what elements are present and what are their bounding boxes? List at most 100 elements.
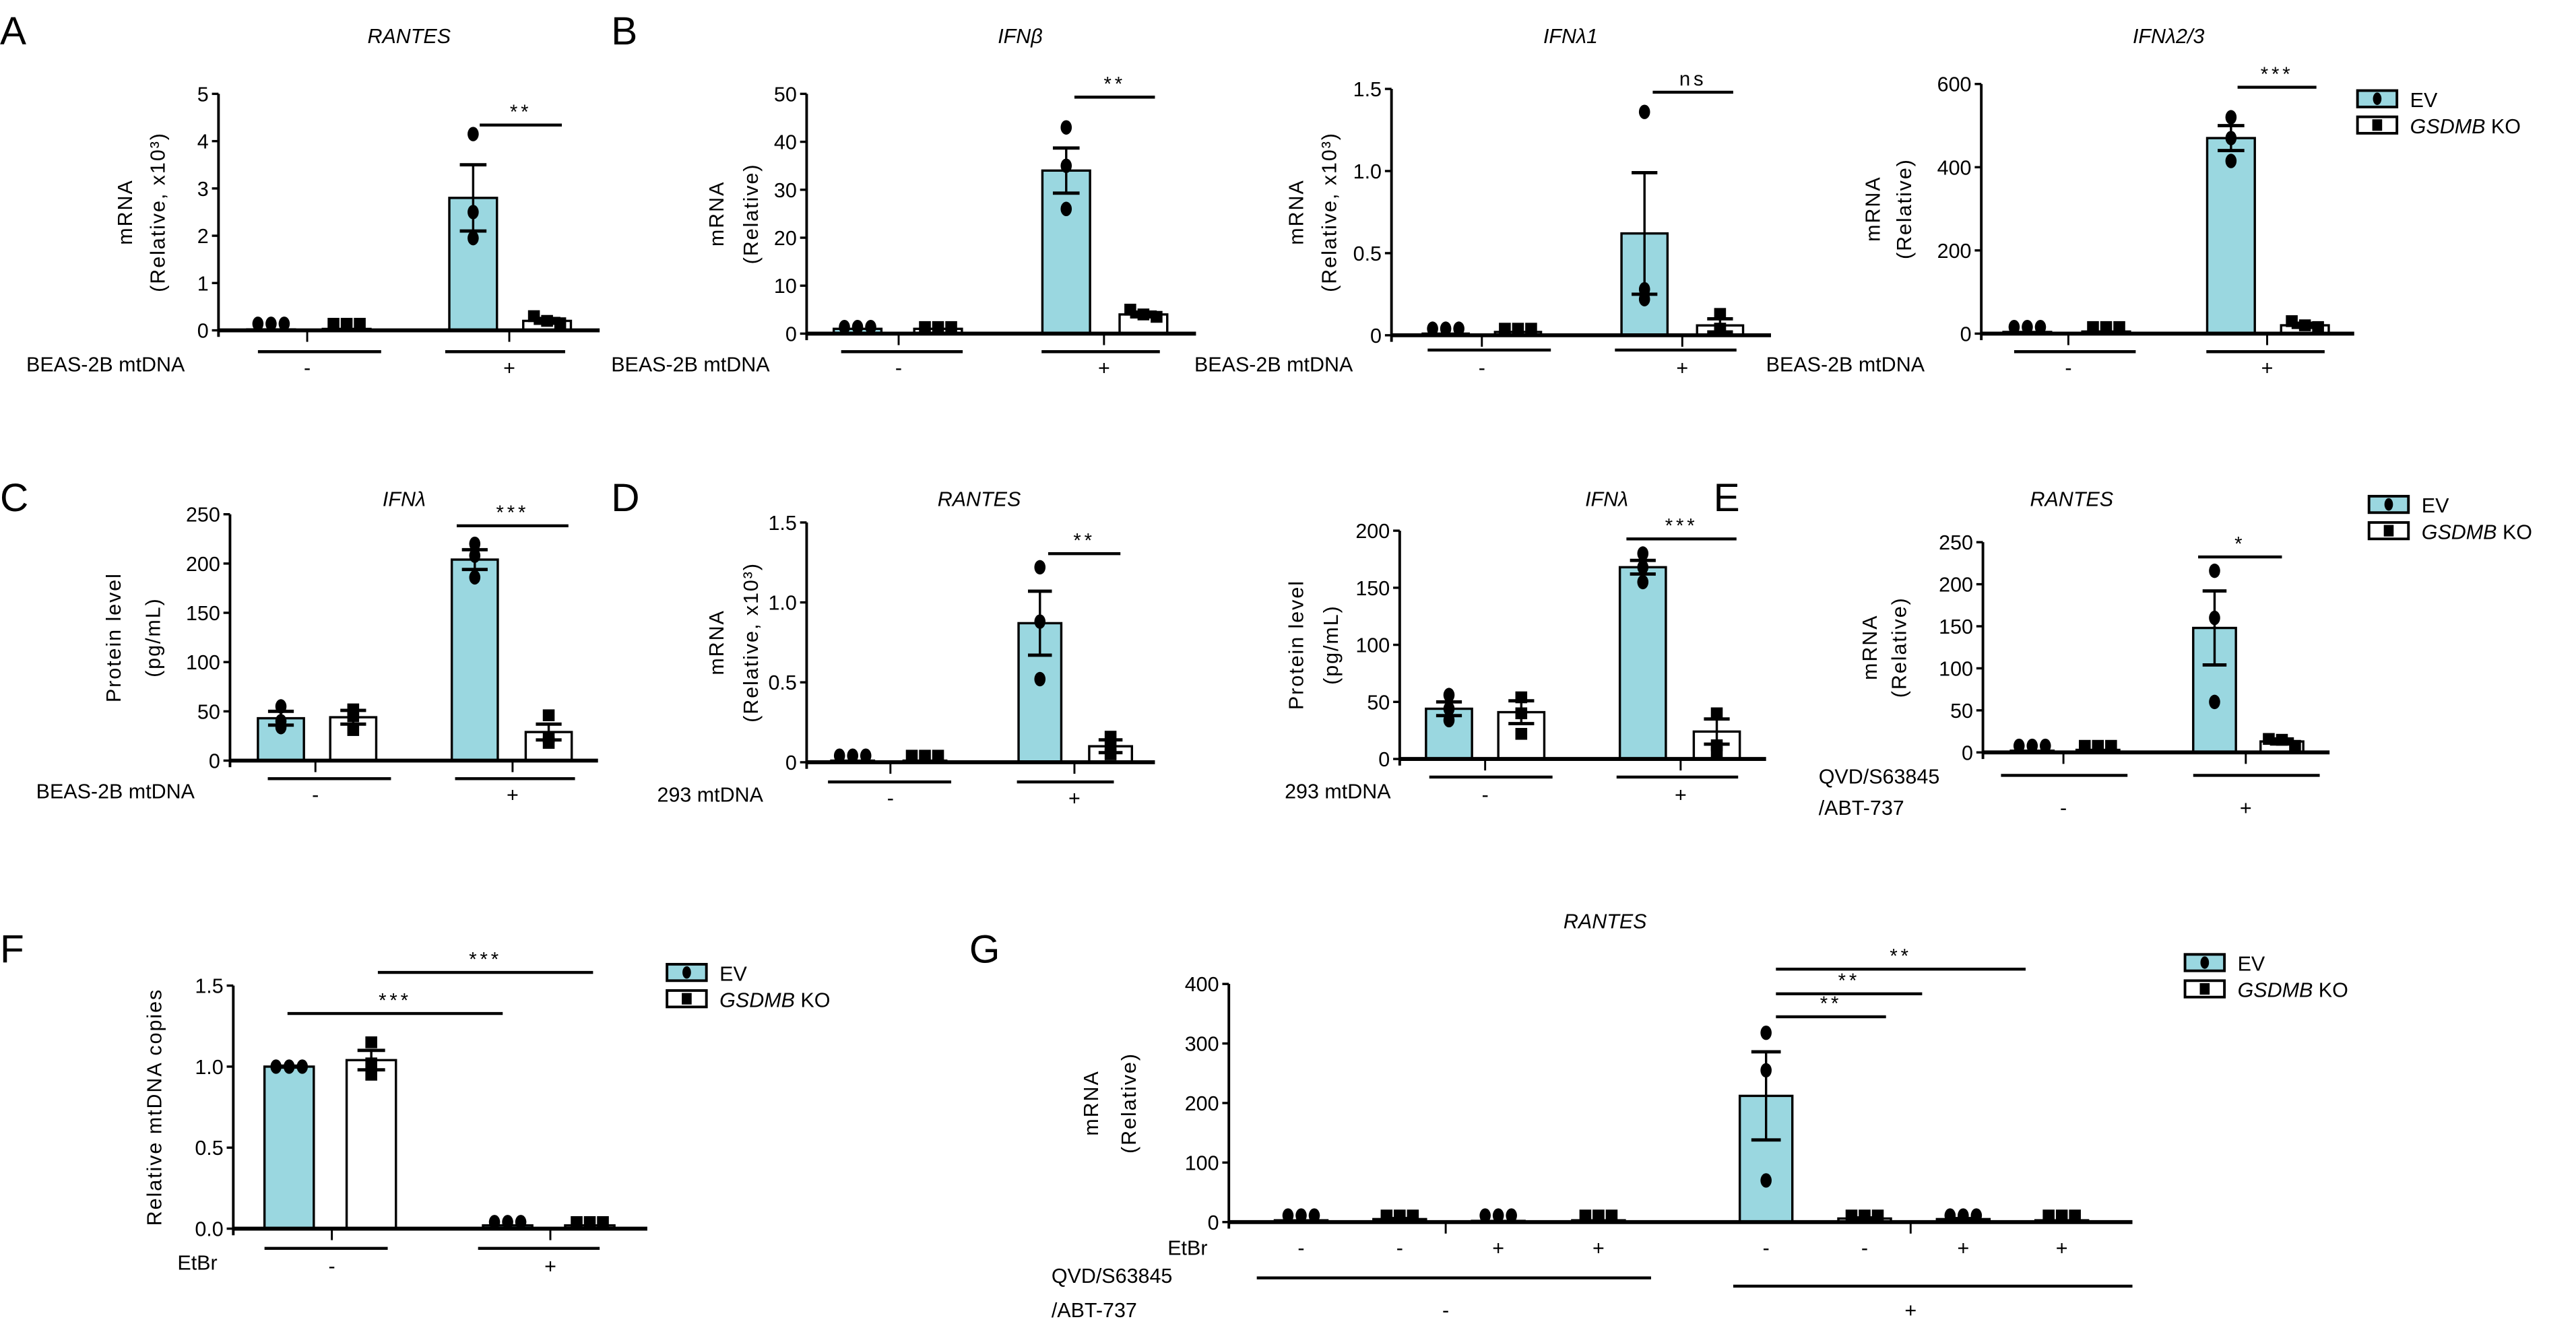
data-point-square <box>2276 733 2288 746</box>
y-tick-label: 300 <box>1185 1033 1219 1056</box>
y-tick-label: 0 <box>785 323 797 345</box>
data-point-circle <box>275 699 287 714</box>
data-point-square <box>597 1216 609 1228</box>
significance-label: *** <box>2261 64 2294 86</box>
data-point-circle <box>469 548 481 563</box>
circle-marker-icon <box>682 966 691 979</box>
condition-value: - <box>1861 1237 1868 1260</box>
y-tick-label: 150 <box>186 602 220 625</box>
y-tick-label: 200 <box>1355 520 1390 543</box>
condition-value: - <box>1482 783 1489 806</box>
data-point-square <box>1714 308 1727 320</box>
y-tick-label: 100 <box>1355 634 1390 657</box>
y-tick-label: 0.5 <box>1353 242 1382 265</box>
condition-label: 293 mtDNA <box>1285 780 1391 803</box>
data-point-circle <box>1034 614 1046 629</box>
data-point-square <box>2055 1209 2068 1222</box>
data-point-square <box>1845 1209 1858 1222</box>
data-point-square <box>365 1036 377 1048</box>
significance-label: ** <box>1103 73 1126 95</box>
condition-label: BEAS-2B mtDNA <box>26 354 185 376</box>
data-point-circle <box>1492 1208 1504 1223</box>
y-tick-label: 600 <box>1937 73 1972 96</box>
y-axis-label: mRNA <box>705 181 728 247</box>
data-point-circle <box>488 1215 501 1230</box>
data-point-square <box>2105 739 2117 752</box>
significance-label: ** <box>1073 530 1095 552</box>
data-point-circle <box>1453 321 1464 336</box>
data-point-circle <box>2008 319 2020 335</box>
y-tick-label: 100 <box>1185 1152 1219 1174</box>
square-marker-icon <box>682 993 692 1005</box>
condition-value: - <box>1479 356 1485 379</box>
data-point-square <box>932 749 944 762</box>
condition-label: BEAS-2B mtDNA <box>1194 354 1353 376</box>
data-point-square <box>2298 319 2311 331</box>
y-axis-label: (Relative) <box>1893 158 1916 259</box>
condition-value: - <box>1297 1237 1304 1260</box>
data-point-square <box>571 1216 583 1228</box>
data-point-circle <box>1443 712 1455 728</box>
condition-value: + <box>2261 356 2274 379</box>
data-point-square <box>1525 323 1537 335</box>
legend-label: GSDMB KO <box>2422 521 2532 543</box>
data-point-square <box>1151 310 1163 323</box>
data-point-circle <box>1970 1208 1983 1223</box>
condition-row-label: EtBr <box>1167 1237 1207 1260</box>
y-axis-label: mRNA <box>1862 176 1885 242</box>
legend-label-gene: GSDMB <box>2238 979 2313 1002</box>
chart-title: IFNλ <box>1585 488 1628 511</box>
panel-label-G: G <box>969 927 1000 971</box>
legend-label: EV <box>719 962 747 985</box>
condition-value: - <box>304 356 311 379</box>
y-tick-label: 0 <box>197 320 209 343</box>
chart-C-ifn: IFNλ Protein level (pg/mL) 0 50 100 150 200 250 *… <box>36 488 598 806</box>
data-point-square <box>542 709 555 721</box>
data-point-square <box>2113 321 2125 333</box>
condition-value: + <box>1904 1299 1917 1322</box>
legend-label-gene: GSDMB <box>719 989 795 1011</box>
data-point-square <box>1579 1209 1592 1222</box>
condition-label: /ABT-737 <box>1052 1299 1137 1322</box>
y-tick-label: 100 <box>1939 657 1973 680</box>
panel-label-C: C <box>0 476 28 520</box>
panel-label-F: F <box>0 927 24 971</box>
y-tick-label: 400 <box>1185 973 1219 996</box>
y-tick-label: 250 <box>1939 531 1973 554</box>
y-axis-label: Relative mtDNA copies <box>143 989 166 1226</box>
y-tick-label: 1 <box>197 272 209 295</box>
circle-marker-icon <box>2200 956 2210 969</box>
data-point-square <box>1104 731 1117 743</box>
y-axis-label: (Relative) <box>740 163 763 264</box>
data-point-square <box>527 310 540 323</box>
legend-label-gene: GSDMB <box>2422 521 2497 543</box>
data-point-circle <box>2026 738 2038 754</box>
data-point-square <box>354 318 366 330</box>
data-point-square <box>2092 739 2104 752</box>
data-point-circle <box>1637 574 1649 590</box>
data-point-square <box>1714 323 1727 335</box>
significance-label: * <box>2234 533 2245 555</box>
data-point-square <box>1515 691 1528 704</box>
data-point-square <box>583 1216 596 1228</box>
chart-B-ifn: IFNβ mRNA (Relative) 0 10 20 30 40 50 ** - + BEAS-2B… <box>611 25 1196 379</box>
data-point-circle <box>2013 738 2025 754</box>
condition-value: + <box>544 1255 556 1277</box>
y-tick-label: 1.0 <box>1353 160 1382 183</box>
data-point-circle <box>515 1215 527 1230</box>
data-point-square <box>2286 315 2298 327</box>
y-axis-label: mRNA <box>1285 179 1308 245</box>
data-point-circle <box>469 536 481 552</box>
data-point-circle <box>851 319 864 335</box>
legend-label: GSDMB KO <box>2410 115 2521 138</box>
data-point-circle <box>1958 1208 1969 1223</box>
legend-label: EV <box>2410 89 2438 112</box>
condition-value: - <box>1396 1237 1403 1260</box>
panel-label-E: E <box>1714 476 1740 520</box>
chart-B-ifn23: IFNλ2/3 mRNA (Relative) 0 200 400 600 *** - + BEAS… <box>1766 25 2354 379</box>
data-point-circle <box>1760 1063 1772 1078</box>
data-point-square <box>2069 1209 2081 1222</box>
condition-label: BEAS-2B mtDNA <box>611 354 770 376</box>
data-point-circle <box>2225 154 2237 168</box>
data-point-circle <box>2225 110 2237 125</box>
